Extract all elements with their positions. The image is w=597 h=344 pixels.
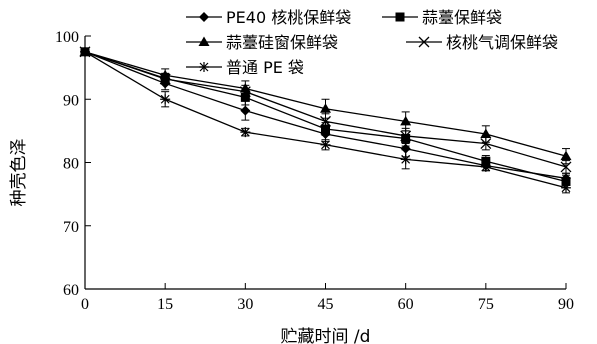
series-5	[80, 46, 571, 194]
legend-label: 普通 PE 袋	[226, 58, 304, 77]
axes	[84, 36, 566, 290]
y-tick-label: 100	[55, 29, 79, 46]
x-tick-label: 75	[478, 296, 494, 313]
x-axis-title: 贮藏时间 /d	[281, 327, 371, 344]
legend-item-5: 普通 PE 袋	[186, 58, 304, 77]
legend-marker	[199, 62, 209, 72]
legend-marker	[418, 36, 430, 48]
legend-item-2: 蒜薹保鲜袋	[382, 8, 502, 27]
y-tick-label: 90	[63, 92, 79, 109]
data-point	[560, 161, 572, 173]
data-point	[480, 161, 491, 172]
data-point	[561, 176, 571, 186]
x-tick-label: 15	[157, 296, 173, 313]
data-point	[481, 156, 491, 166]
data-point	[159, 73, 171, 85]
legend-marker	[199, 12, 209, 22]
x-tick-label: 45	[318, 296, 334, 313]
data-point	[480, 138, 492, 149]
legend-marker	[395, 12, 405, 22]
legend-item-1: PE40 核桃保鲜袋	[186, 8, 351, 27]
series-group	[79, 46, 572, 194]
legend-label: 蒜薹保鲜袋	[422, 8, 502, 27]
y-tick-label: 60	[63, 282, 79, 299]
legend-item-3: 蒜薹硅窗保鲜袋	[186, 33, 338, 52]
legend-marker	[198, 36, 210, 46]
legend-label: 核桃气调保鲜袋	[446, 33, 558, 52]
x-tick-label: 0	[81, 296, 89, 313]
legend-label: PE40 核桃保鲜袋	[226, 8, 351, 27]
legend-label: 蒜薹硅窗保鲜袋	[226, 33, 338, 52]
data-point	[80, 46, 90, 57]
data-point	[561, 182, 571, 193]
data-point	[400, 130, 412, 142]
data-point	[400, 115, 412, 126]
data-point	[320, 115, 331, 127]
data-point	[240, 105, 251, 116]
x-tick-label: 60	[398, 296, 414, 313]
y-tick-label: 80	[63, 156, 79, 173]
data-point	[320, 139, 331, 150]
data-point	[240, 127, 251, 138]
data-point	[160, 94, 171, 105]
y-tick-label: 70	[63, 219, 79, 236]
legend-item-4: 核桃气调保鲜袋	[406, 33, 558, 52]
y-axis-title: 种壳色泽	[9, 139, 29, 207]
data-point	[239, 86, 251, 98]
x-tick-label: 90	[558, 296, 574, 313]
ticks: 60 70 80 90 100 0 15 30 45 60 75 90	[55, 29, 574, 313]
data-point	[400, 154, 411, 165]
data-point	[560, 150, 572, 161]
data-point	[480, 128, 492, 139]
x-tick-label: 30	[237, 296, 253, 313]
data-point	[320, 103, 331, 113]
